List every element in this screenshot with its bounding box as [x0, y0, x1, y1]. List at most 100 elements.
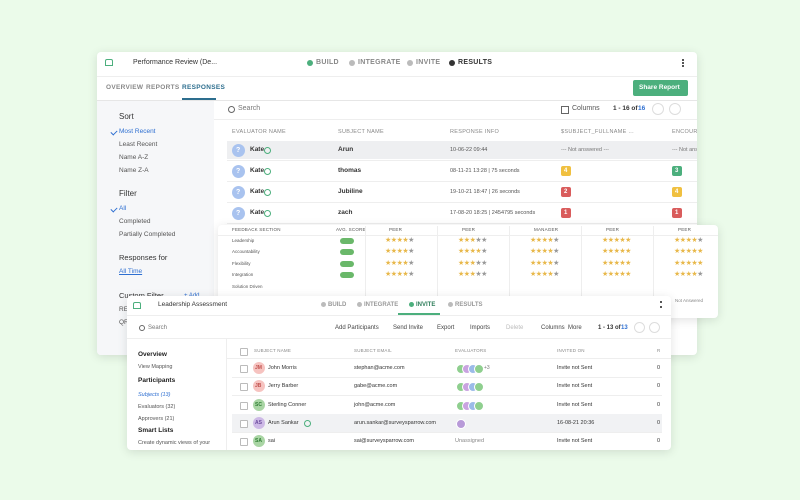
toolbar-button[interactable]: Columns — [541, 325, 565, 331]
avatar — [232, 144, 245, 157]
checkbox[interactable] — [240, 438, 248, 446]
star: ★ — [553, 271, 559, 278]
row-highlight — [232, 414, 662, 432]
step[interactable]: BUILD — [328, 302, 347, 308]
star-rating: ★★★★★ — [602, 259, 631, 269]
pager-button[interactable] — [649, 322, 660, 333]
sidebar-item[interactable]: Overview — [138, 351, 167, 358]
star: ★ — [385, 260, 391, 267]
share-label[interactable]: Share Report — [639, 84, 680, 91]
columns-button[interactable]: Columns — [572, 105, 600, 112]
star-rating: ★★★★★ — [674, 270, 703, 280]
column-header: ENCOURA — [672, 129, 697, 135]
filter-option[interactable]: Completed — [119, 218, 151, 225]
step[interactable]: INVITE — [416, 302, 436, 308]
star: ★ — [458, 248, 464, 255]
step[interactable]: INVITE — [416, 59, 441, 66]
tab[interactable]: RESPONSES — [182, 84, 226, 91]
star: ★ — [408, 260, 414, 267]
star: ★ — [685, 248, 692, 255]
star: ★ — [619, 271, 626, 278]
subject-name: sai — [268, 438, 276, 444]
pager-button[interactable] — [634, 322, 645, 333]
tab[interactable]: OVERVIEW — [106, 84, 144, 91]
step[interactable]: INTEGRATE — [358, 59, 401, 66]
star: ★ — [625, 248, 631, 255]
responses: 0 — [657, 420, 661, 426]
custom-filter[interactable]: RE — [119, 306, 129, 313]
star-rating: ★★★★★ — [530, 259, 559, 269]
sidebar-item[interactable]: Participants — [138, 377, 176, 384]
section-name: Leadership — [232, 238, 255, 243]
checkbox[interactable] — [240, 402, 248, 410]
sort-option[interactable]: Most Recent — [119, 128, 156, 135]
star: ★ — [396, 260, 403, 267]
star: ★ — [469, 260, 476, 267]
filter-option[interactable]: All — [119, 205, 127, 212]
row-border — [232, 377, 662, 378]
star: ★ — [619, 260, 626, 267]
star: ★ — [679, 260, 686, 267]
toolbar-button[interactable]: Imports — [470, 325, 491, 331]
custom-filter[interactable]: QR — [119, 319, 129, 326]
invited-on: Invite not Sent — [557, 402, 593, 408]
sidebar-item[interactable]: Smart Lists — [138, 427, 174, 434]
filter-option[interactable]: Partially Completed — [119, 231, 176, 238]
toolbar-button[interactable]: Delete — [506, 325, 524, 331]
avatar-text: SC — [255, 402, 262, 408]
checkbox[interactable] — [240, 365, 248, 373]
evaluator-chip — [474, 364, 484, 374]
step[interactable]: RESULTS — [458, 59, 493, 66]
search-input[interactable]: Search — [148, 325, 168, 331]
star: ★ — [530, 271, 536, 278]
toolbar-button[interactable]: Export — [437, 325, 455, 331]
home-icon[interactable] — [133, 302, 141, 309]
assessment-window: Leadership Assessment BUILD INTEGRATE INVIT… — [127, 296, 671, 450]
search-icon — [228, 106, 235, 113]
tab[interactable]: REPORTS — [146, 84, 180, 91]
sidebar-item[interactable]: Evaluators (32) — [138, 404, 176, 410]
pager-button[interactable] — [669, 103, 681, 115]
star: ★ — [463, 260, 470, 267]
star: ★ — [613, 248, 620, 255]
divider — [214, 119, 697, 120]
pager-button[interactable] — [652, 103, 664, 115]
share-button[interactable] — [633, 80, 688, 96]
star: ★ — [463, 271, 470, 278]
time-filter[interactable]: All Time — [119, 268, 143, 275]
column-divider — [509, 226, 510, 318]
checkbox[interactable] — [240, 383, 248, 391]
avg-pill — [340, 272, 354, 278]
search-input[interactable]: Search — [238, 105, 261, 112]
home-icon[interactable] — [105, 59, 113, 66]
sidebar-item[interactable]: Create dynamic views of your — [138, 440, 211, 446]
star: ★ — [469, 237, 476, 244]
sidebar-item[interactable]: Subjects (13) — [138, 392, 171, 398]
toolbar-button[interactable]: More — [568, 325, 582, 331]
step[interactable]: BUILD — [316, 59, 339, 66]
star-rating: ★★★★★ — [602, 270, 631, 280]
star: ★ — [674, 271, 680, 278]
sort-option[interactable]: Name Z-A — [119, 167, 149, 174]
step[interactable]: RESULTS — [455, 302, 483, 308]
section-title: Filter — [119, 189, 137, 198]
star: ★ — [602, 271, 608, 278]
toolbar-button[interactable]: Add Participants — [335, 325, 379, 331]
sidebar-item[interactable]: Approvers (21) — [138, 416, 175, 422]
star: ★ — [674, 248, 680, 255]
score-badge — [561, 208, 571, 218]
invited-on: Invite not Sent — [557, 365, 593, 371]
checkbox[interactable] — [240, 420, 248, 428]
step[interactable]: INTEGRATE — [364, 302, 399, 308]
star: ★ — [619, 248, 626, 255]
star: ★ — [535, 248, 542, 255]
star: ★ — [458, 271, 464, 278]
columns-icon — [561, 106, 569, 114]
toolbar-button[interactable]: Send Invite — [393, 325, 424, 331]
sort-option[interactable]: Least Recent — [119, 141, 158, 148]
sidebar-item[interactable]: View Mapping — [138, 364, 173, 370]
response-info: 08-11-21 13:28 | 75 seconds — [450, 168, 520, 174]
star: ★ — [607, 260, 614, 267]
sort-option[interactable]: Name A-Z — [119, 154, 149, 161]
